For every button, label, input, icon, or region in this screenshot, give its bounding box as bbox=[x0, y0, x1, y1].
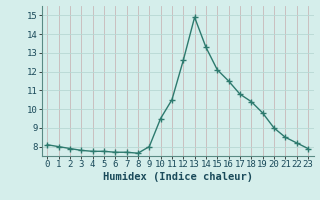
X-axis label: Humidex (Indice chaleur): Humidex (Indice chaleur) bbox=[103, 172, 252, 182]
